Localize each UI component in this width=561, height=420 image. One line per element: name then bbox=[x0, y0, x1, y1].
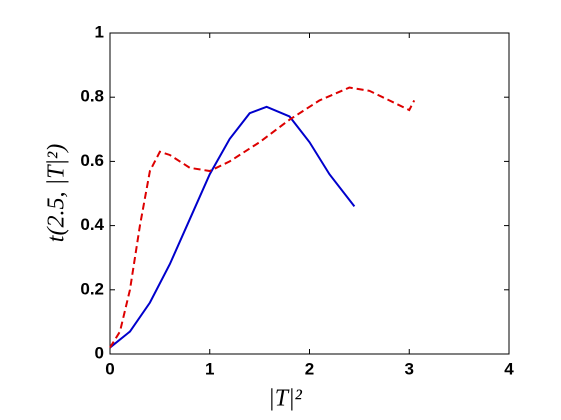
x-tick-label: 0 bbox=[105, 359, 114, 378]
y-tick-label: 1 bbox=[95, 22, 104, 41]
line-series bbox=[109, 86, 416, 349]
x-tick-label: 3 bbox=[405, 359, 414, 378]
y-axis-label: t(2.5, |T|²) bbox=[44, 144, 70, 242]
y-tick-label: 0.4 bbox=[80, 215, 104, 234]
y-tick-label: 0.8 bbox=[80, 87, 104, 106]
y-tick-label: 0.6 bbox=[80, 151, 104, 170]
y-tick-label: 0.2 bbox=[80, 279, 104, 298]
x-tick-label: 1 bbox=[205, 359, 214, 378]
x-tick-label: 4 bbox=[504, 359, 514, 378]
plot-frame bbox=[109, 32, 510, 355]
y-tick-label: 0 bbox=[95, 343, 104, 362]
line-series bbox=[109, 105, 356, 349]
x-tick-label: 2 bbox=[305, 359, 314, 378]
x-axis-label: |T|² bbox=[268, 386, 303, 412]
